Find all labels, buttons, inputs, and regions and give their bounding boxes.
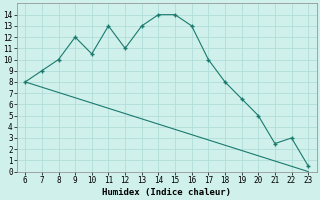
X-axis label: Humidex (Indice chaleur): Humidex (Indice chaleur) — [102, 188, 231, 197]
